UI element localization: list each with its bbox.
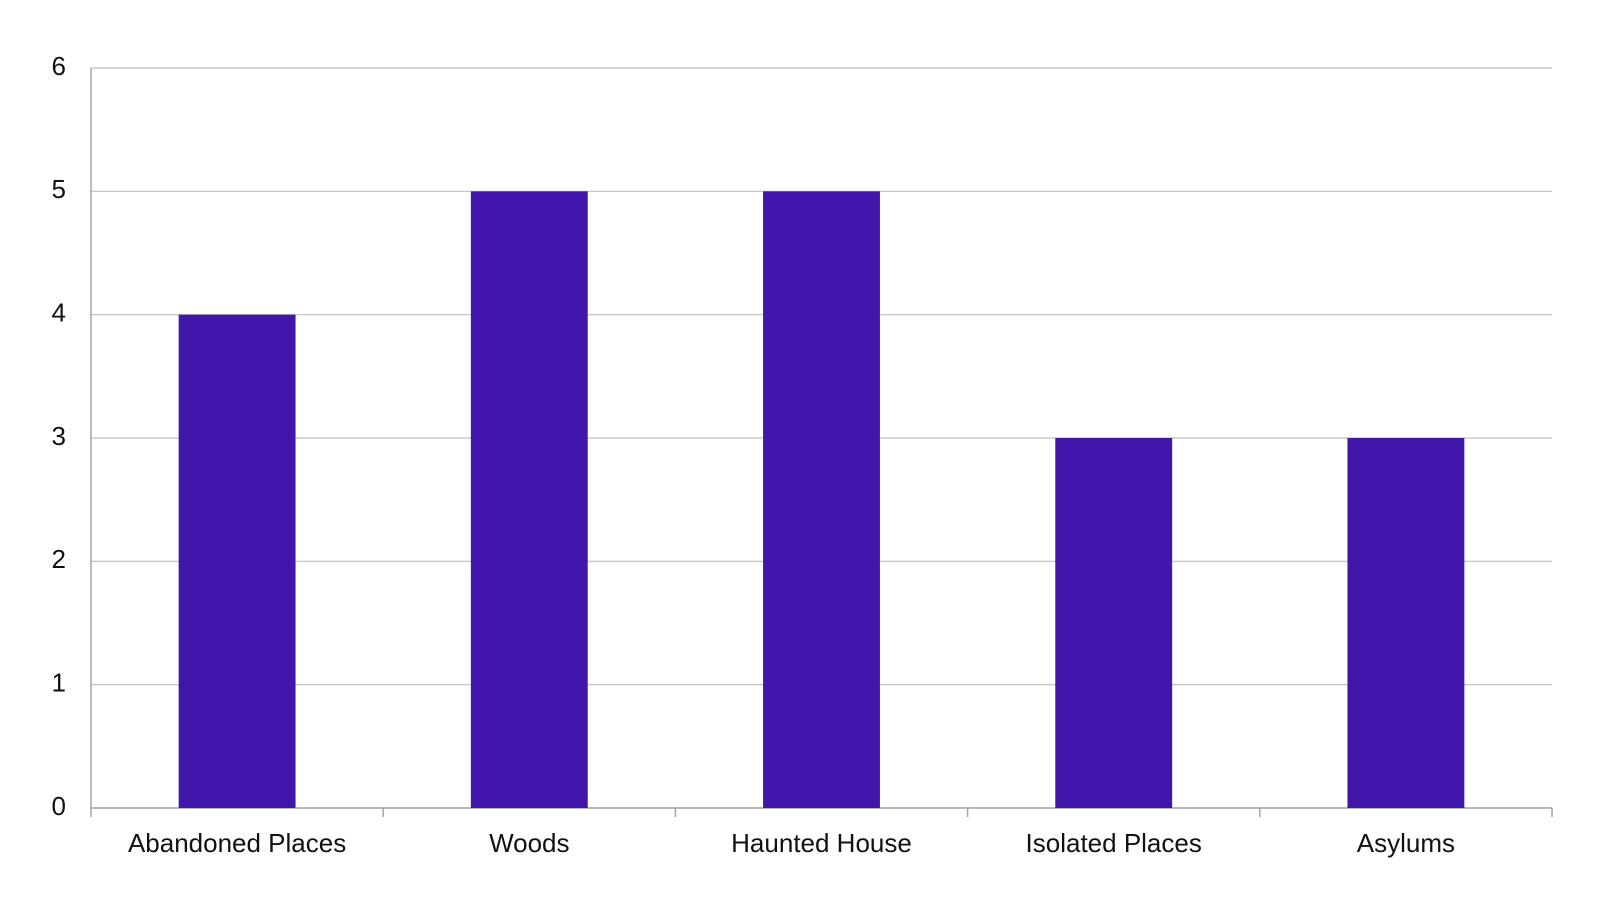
y-tick-label: 6: [52, 51, 66, 81]
x-tick-label: Woods: [489, 828, 569, 858]
x-tick-label: Haunted House: [731, 828, 912, 858]
bar: [763, 191, 880, 809]
bar: [1347, 438, 1465, 808]
y-tick-label: 0: [52, 791, 66, 821]
bar: [1055, 438, 1173, 808]
bar: [470, 191, 588, 809]
y-tick-label: 4: [52, 298, 66, 328]
y-tick-label: 3: [52, 421, 66, 451]
y-tick-label: 2: [52, 544, 66, 574]
bar: [178, 314, 296, 808]
x-tick-label: Isolated Places: [1026, 828, 1202, 858]
x-tick-label: Abandoned Places: [128, 828, 346, 858]
x-tick-label: Asylums: [1357, 828, 1455, 858]
y-tick-label: 1: [52, 668, 66, 698]
y-tick-label: 5: [52, 174, 66, 204]
